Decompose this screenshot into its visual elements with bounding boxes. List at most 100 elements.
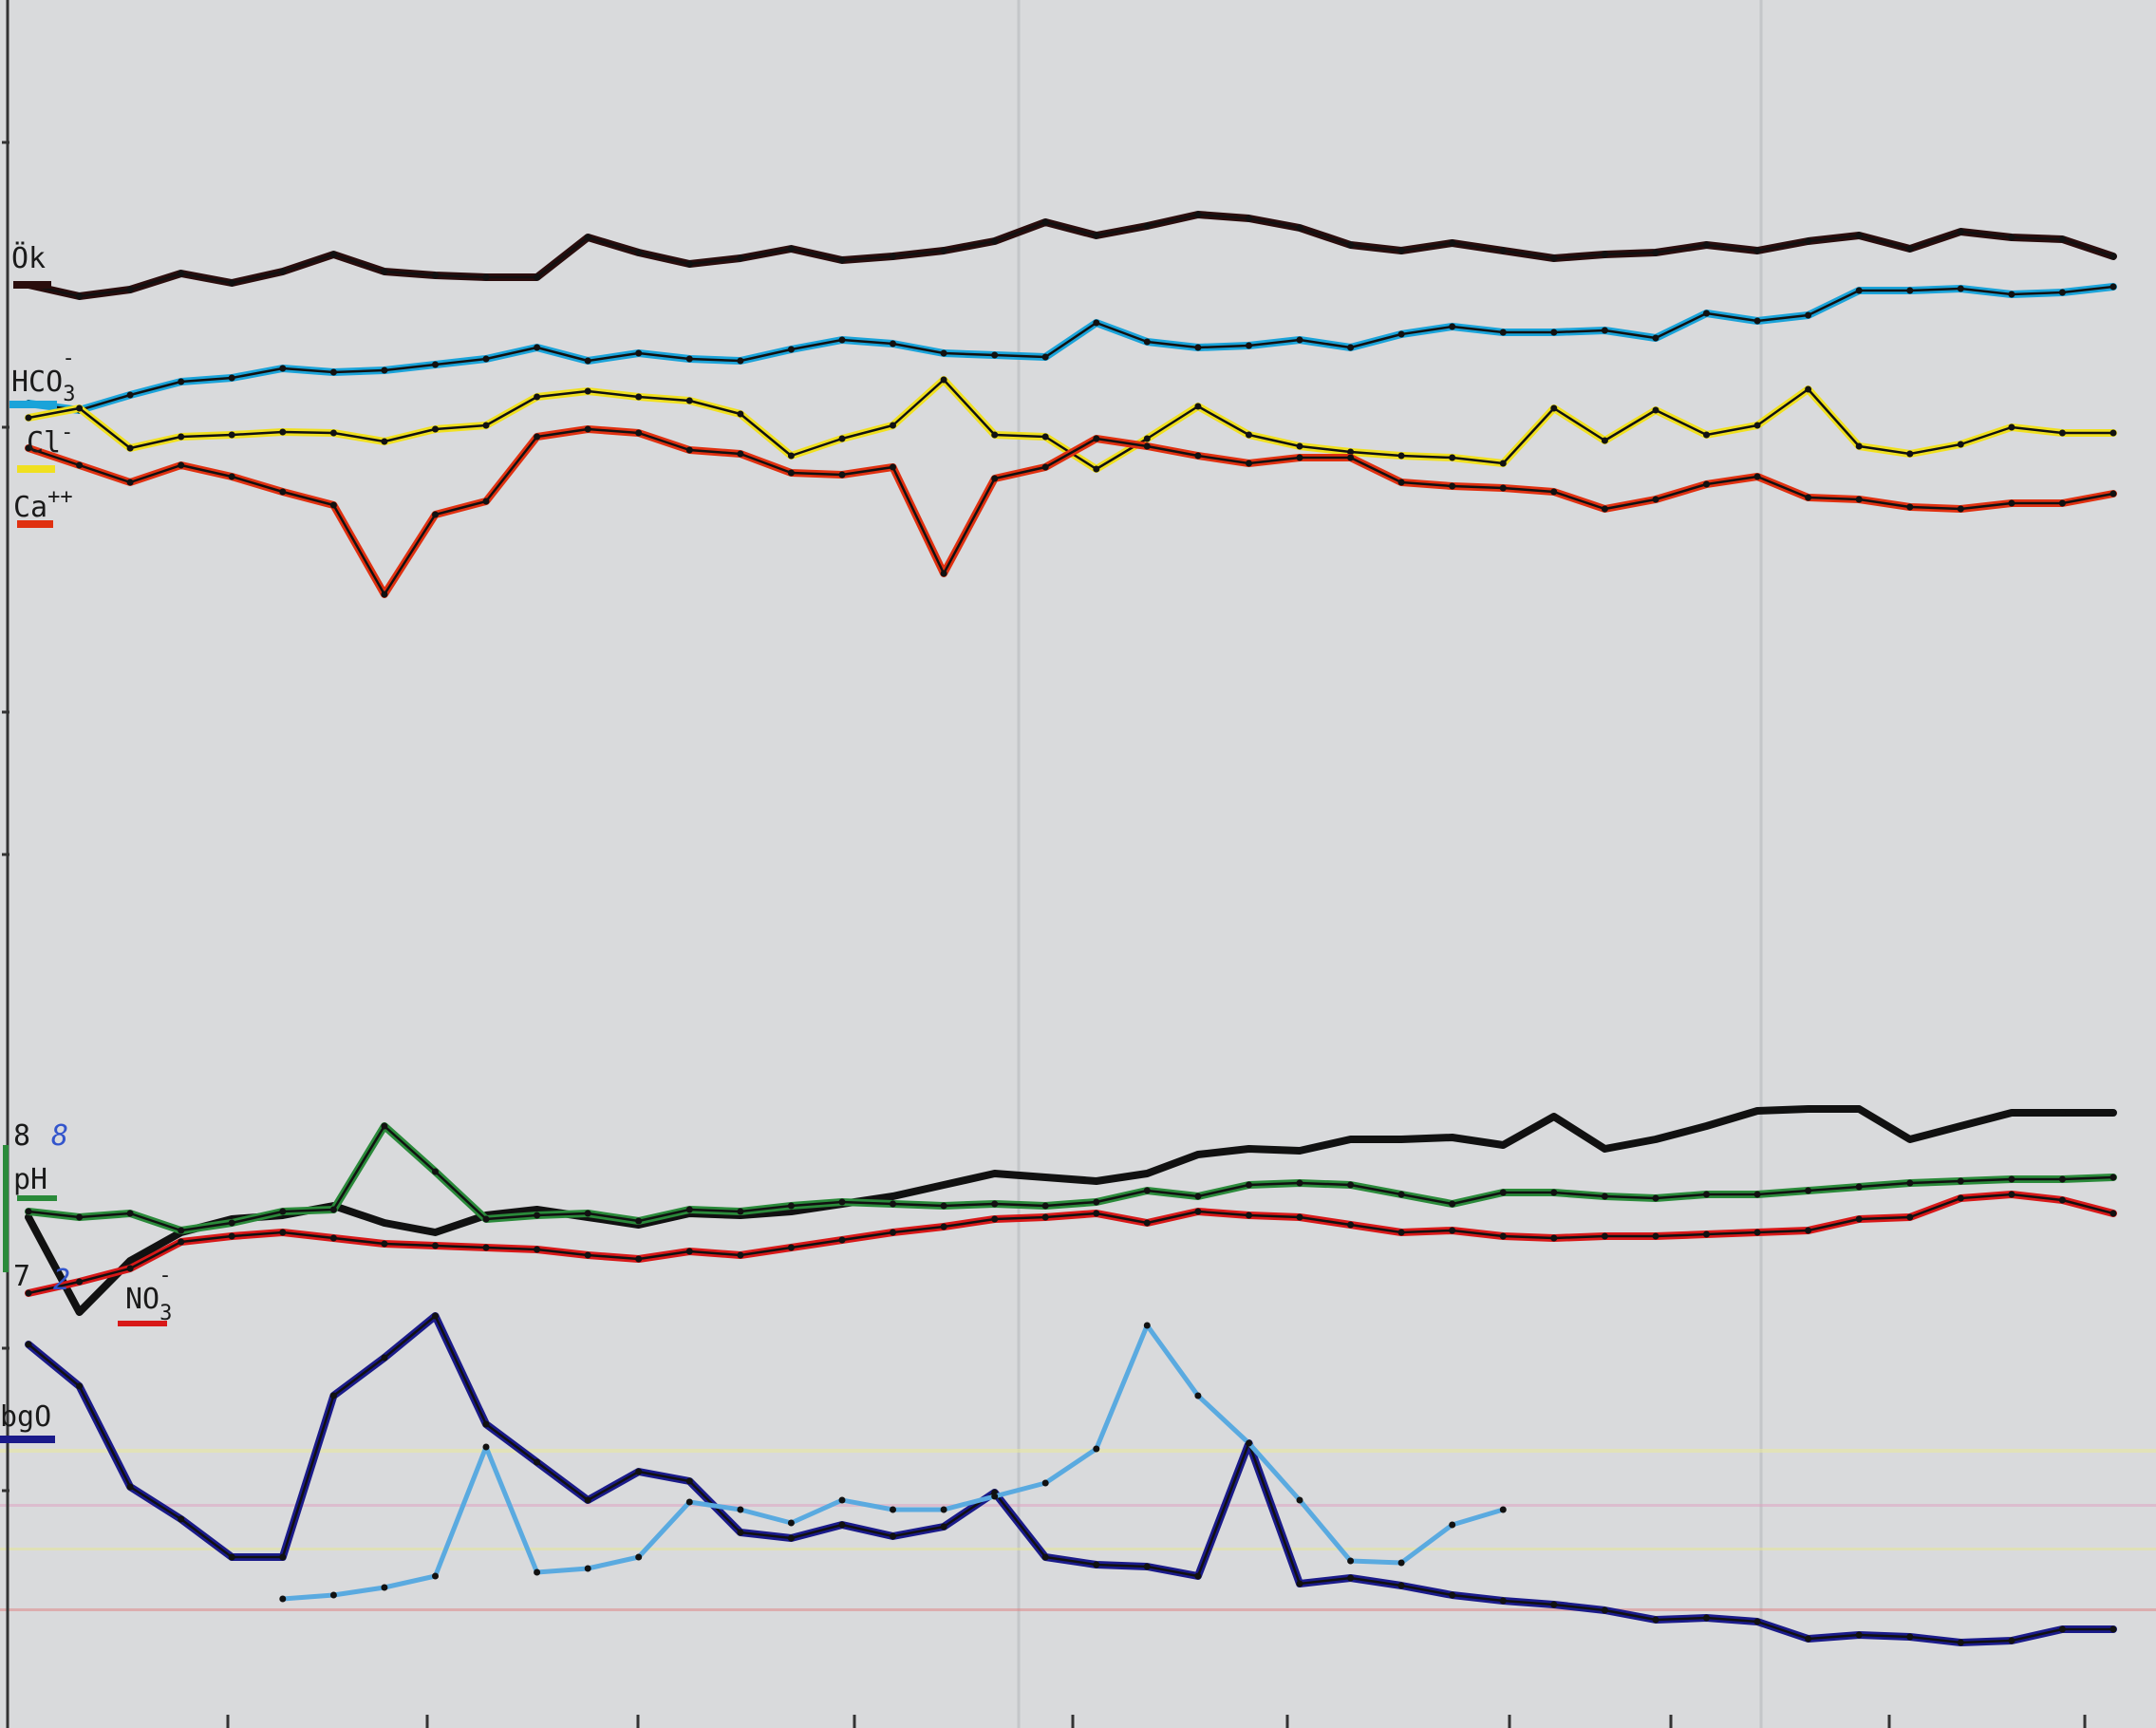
data-point — [635, 249, 643, 256]
data-point — [482, 355, 490, 363]
data-point — [279, 488, 287, 496]
data-point — [1550, 329, 1558, 336]
data-point — [737, 450, 744, 458]
data-point — [1906, 1633, 1914, 1641]
data-point — [991, 1493, 999, 1500]
data-point — [432, 1312, 439, 1320]
data-point — [2008, 1637, 2015, 1644]
data-point — [1703, 241, 1710, 249]
data-point — [991, 1170, 999, 1177]
data-point — [1347, 1221, 1355, 1229]
data-point — [787, 1202, 795, 1210]
data-point — [1347, 344, 1355, 351]
data-point — [381, 438, 388, 445]
data-point — [1855, 232, 1863, 239]
data-point — [1957, 1639, 1964, 1646]
data-point — [940, 1523, 947, 1531]
data-point — [890, 1506, 896, 1513]
data-point — [381, 591, 388, 598]
data-point — [1957, 1194, 1964, 1202]
x-axis-ticks — [226, 1715, 2087, 1728]
data-point — [991, 1200, 999, 1208]
data-point — [76, 292, 84, 300]
data-point — [2008, 234, 2015, 241]
data-point — [838, 336, 846, 344]
data-point — [1855, 1105, 1863, 1113]
data-point — [991, 431, 999, 439]
data-point — [1499, 247, 1507, 254]
data-point — [1957, 441, 1964, 448]
data-point — [2109, 253, 2117, 260]
label-cl: Cl- — [27, 421, 73, 460]
data-point — [1550, 1234, 1558, 1242]
data-point — [1296, 1213, 1303, 1221]
data-point — [126, 286, 134, 293]
data-point — [329, 251, 337, 258]
data-point — [584, 1210, 591, 1217]
data-point — [1855, 1183, 1863, 1191]
data-point — [482, 422, 490, 429]
data-point — [534, 1206, 541, 1213]
data-point — [2008, 1109, 2015, 1117]
data-point — [2109, 1210, 2117, 1217]
data-point — [1703, 1230, 1710, 1238]
data-point — [1753, 473, 1761, 480]
data-point — [635, 429, 643, 437]
data-point — [1041, 1174, 1049, 1181]
data-point — [1449, 454, 1456, 461]
data-point — [1855, 287, 1863, 294]
data-point — [2058, 1109, 2066, 1117]
data-point — [76, 1382, 84, 1390]
data-point — [1143, 1563, 1151, 1570]
series-line-0 — [25, 211, 2117, 300]
data-point — [787, 245, 795, 253]
data-point — [1397, 247, 1405, 254]
data-point — [1194, 1193, 1202, 1200]
data-point — [178, 378, 185, 385]
data-point — [635, 1553, 643, 1561]
data-point — [1601, 505, 1608, 513]
data-point — [1246, 342, 1252, 349]
data-point — [1855, 442, 1863, 450]
series-pencil-line-6 — [28, 1193, 2114, 1295]
data-point — [25, 414, 32, 422]
data-point — [482, 273, 490, 281]
paper-stripe — [0, 1504, 2156, 1507]
data-point — [1041, 353, 1049, 361]
data-point — [1397, 479, 1405, 486]
data-point — [584, 357, 591, 365]
data-point — [584, 425, 591, 433]
data-point — [126, 444, 134, 452]
data-point — [2008, 1175, 2015, 1183]
data-point — [381, 1354, 388, 1362]
data-point — [1805, 1227, 1812, 1234]
data-point — [890, 422, 896, 429]
data-point — [126, 1210, 134, 1217]
data-point — [1296, 1179, 1303, 1187]
data-point — [1041, 1202, 1049, 1210]
data-point — [1601, 437, 1608, 444]
data-point — [1194, 344, 1202, 351]
data-point — [178, 1227, 185, 1234]
data-point — [1041, 1213, 1049, 1221]
ph-tick-handwritten: 2 — [53, 1264, 70, 1297]
data-point — [432, 272, 439, 279]
data-point — [228, 1219, 235, 1227]
data-point — [1449, 239, 1456, 247]
data-point — [2058, 499, 2066, 507]
data-point — [737, 254, 744, 262]
data-point — [1601, 327, 1608, 334]
data-point — [1296, 1496, 1303, 1504]
data-point — [1194, 1572, 1202, 1580]
data-point — [1347, 241, 1355, 249]
data-point — [1397, 1559, 1405, 1567]
data-point — [1550, 1601, 1558, 1608]
data-point — [737, 357, 744, 365]
data-point — [685, 1206, 693, 1213]
data-point — [381, 268, 388, 275]
data-point — [1194, 403, 1202, 410]
data-point — [737, 1506, 744, 1513]
data-point — [329, 501, 337, 509]
data-point — [1601, 1145, 1608, 1153]
data-point — [838, 1198, 846, 1206]
